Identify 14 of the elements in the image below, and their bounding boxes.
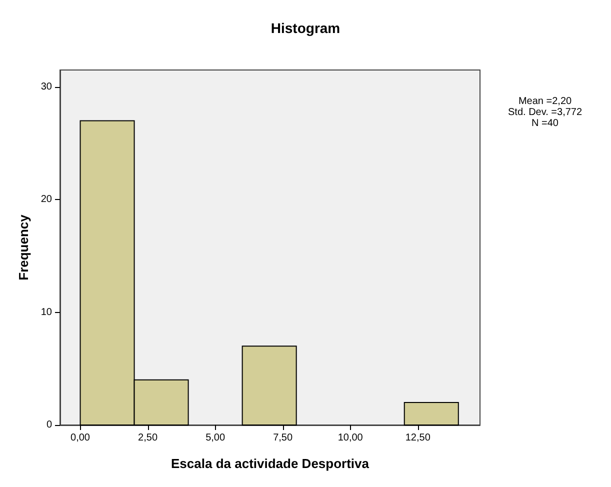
- x-tick-label: 0,00: [70, 432, 90, 444]
- chart-title: Histogram: [270, 20, 340, 36]
- x-tick-label: 2,50: [138, 432, 158, 444]
- x-axis-title: Escala da actividade Desportiva: [171, 456, 370, 471]
- y-tick-label: 10: [40, 306, 52, 318]
- x-tick-label: 12,50: [405, 432, 431, 444]
- x-tick-label: 5,00: [206, 432, 226, 444]
- y-tick-label: 20: [40, 194, 52, 206]
- y-axis-title: Frequency: [16, 214, 31, 280]
- y-tick-label: 0: [46, 420, 52, 430]
- x-tick-label: 10,00: [338, 432, 364, 444]
- y-tick-label: 30: [40, 81, 52, 92]
- x-tick-label: 7,50: [273, 432, 293, 444]
- text: Mean =2,20 Std. Dev. =3,772 N =40: [508, 96, 582, 129]
